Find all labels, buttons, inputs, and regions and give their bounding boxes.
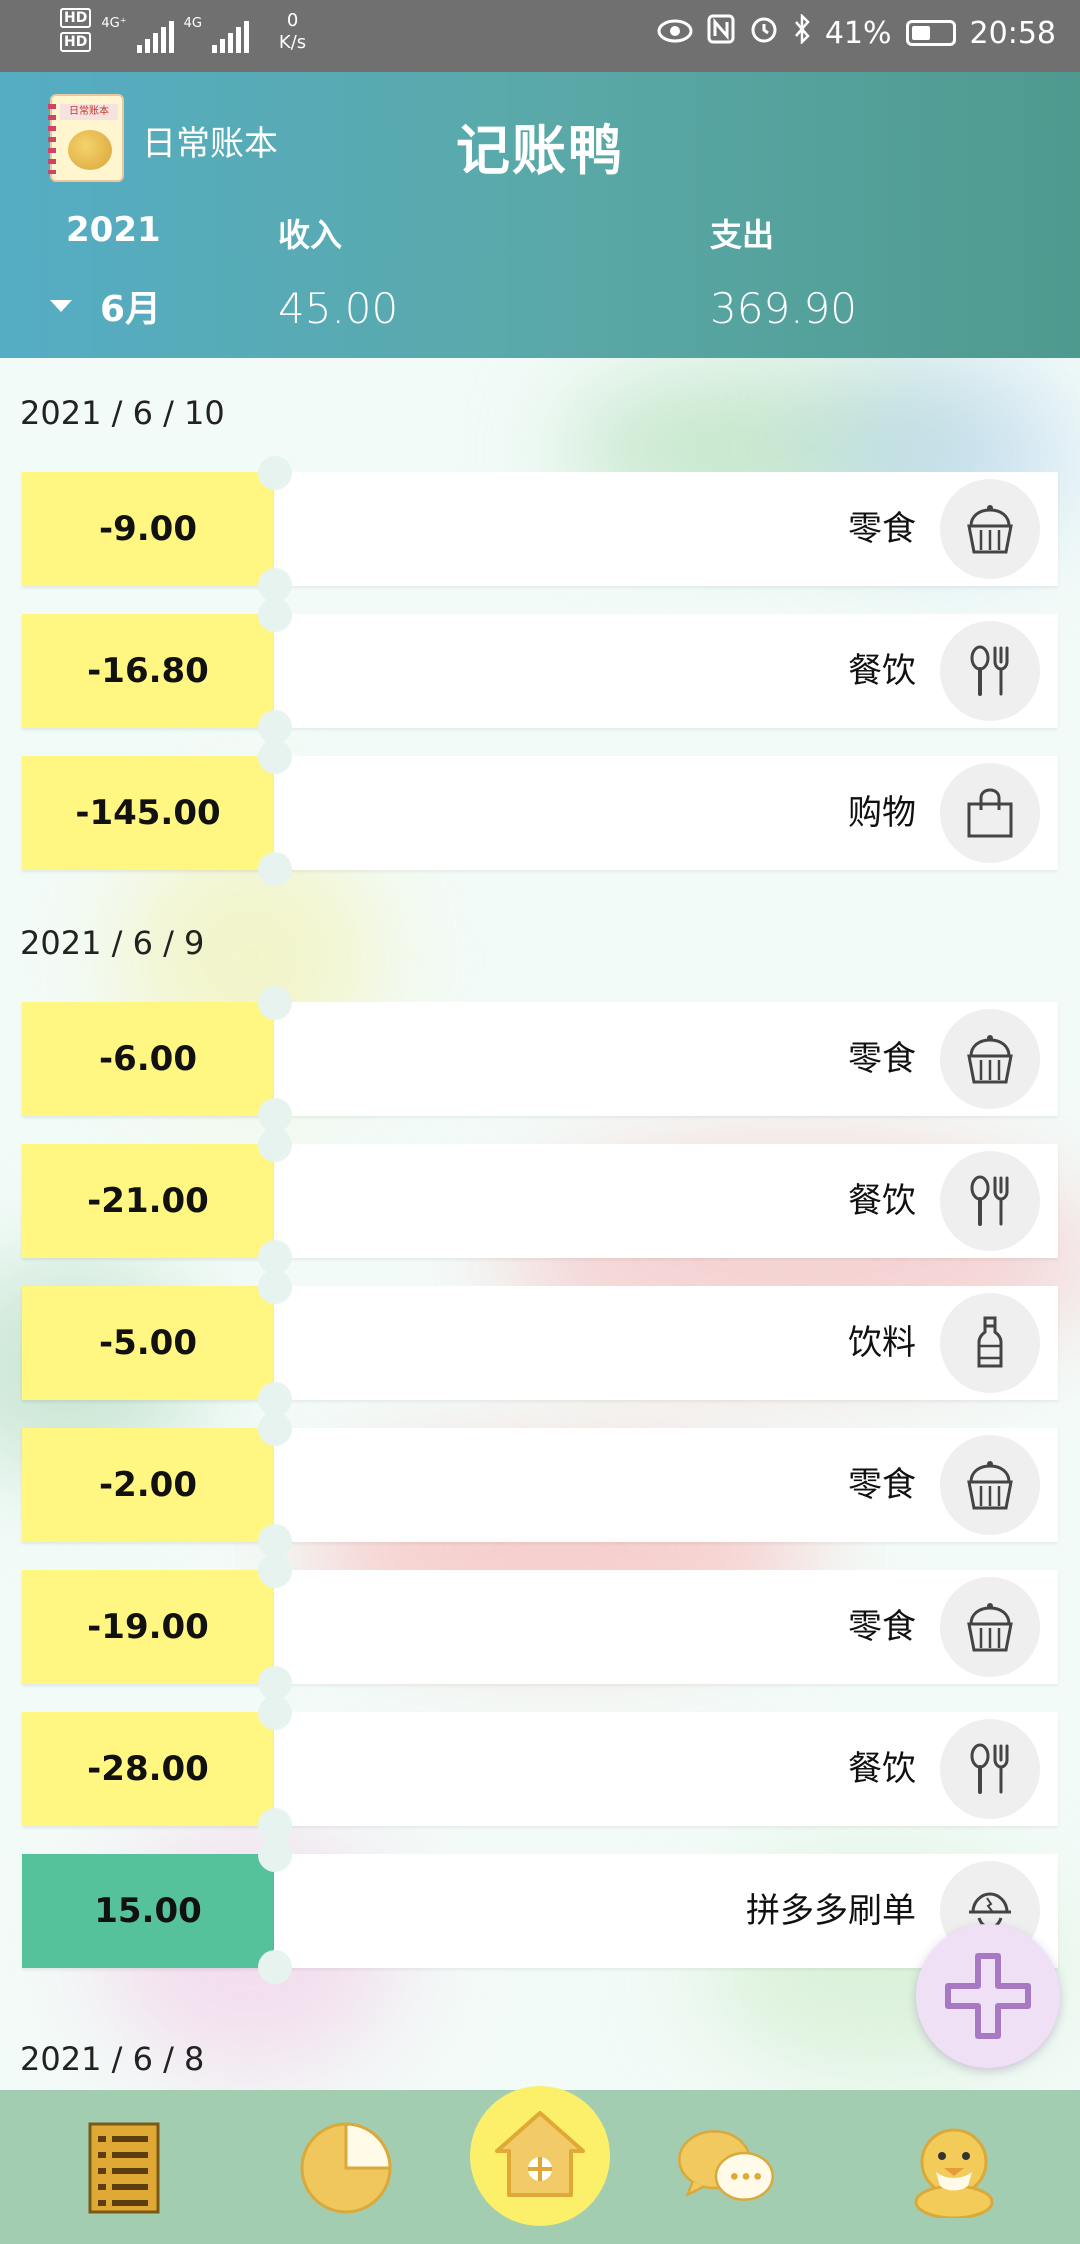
hd-voice-badge-1: HD	[60, 8, 92, 28]
month-selector[interactable]: 6月	[50, 280, 161, 332]
nav-ledger-list[interactable]	[74, 2118, 174, 2218]
network-speed-unit: K/s	[278, 32, 307, 53]
cupcake-icon	[940, 1577, 1040, 1677]
nfc-icon	[707, 14, 735, 52]
detail-cell: 餐饮	[274, 614, 1058, 728]
network-type-2: 4G	[183, 16, 202, 31]
account-name[interactable]: 日常账本	[142, 124, 278, 164]
chat-bubbles-icon	[678, 2130, 774, 2201]
app-title: 记账鸭	[456, 119, 624, 182]
transaction-row[interactable]: -19.00 零食	[22, 1554, 1058, 1700]
expense-label: 支出	[710, 216, 775, 254]
app-header: 日常账本 日常账本 记账鸭 2021 6月 收入 45.00 支出 369.90	[0, 72, 1080, 358]
bluetooth-icon	[793, 12, 811, 52]
cupcake-icon	[940, 479, 1040, 579]
signal-strength-icon	[136, 19, 174, 53]
category-label: 零食	[848, 1607, 916, 1647]
detail-cell: 零食	[274, 1570, 1058, 1684]
clock-time: 20:58	[969, 15, 1056, 51]
category-label: 零食	[848, 1039, 916, 1079]
date-header: 2021 / 6 / 8	[20, 2040, 205, 2078]
eye-comfort-icon	[657, 16, 693, 51]
transaction-row[interactable]: 15.00 拼多多刷单	[22, 1838, 1058, 1984]
detail-cell: 零食	[274, 1002, 1058, 1116]
category-label: 餐饮	[848, 1749, 916, 1789]
home-icon	[495, 2111, 585, 2197]
transaction-row[interactable]: -6.00 零食	[22, 986, 1058, 1132]
transaction-row[interactable]: -145.00 购物	[22, 740, 1058, 886]
category-label: 零食	[848, 1465, 916, 1505]
spoon-fork-icon	[940, 1719, 1040, 1819]
amount-cell: -5.00	[22, 1286, 274, 1400]
ledger-list-icon	[88, 2122, 160, 2214]
year-label: 2021	[66, 210, 161, 250]
category-label: 拼多多刷单	[746, 1891, 916, 1931]
nav-statistics[interactable]	[296, 2118, 396, 2218]
network-type-1: 4G⁺	[101, 16, 127, 31]
amount-cell: -6.00	[22, 1002, 274, 1116]
category-label: 零食	[848, 509, 916, 549]
income-label: 收入	[278, 216, 343, 254]
nav-messages[interactable]	[676, 2118, 776, 2218]
detail-cell: 零食	[274, 472, 1058, 586]
nav-home[interactable]	[470, 2086, 610, 2226]
category-label: 餐饮	[848, 1181, 916, 1221]
category-label: 饮料	[848, 1323, 916, 1363]
transaction-row[interactable]: -5.00 饮料	[22, 1270, 1058, 1416]
network-speed-value: 0	[286, 10, 299, 31]
transaction-row[interactable]: -9.00 零食	[22, 456, 1058, 602]
status-bar: HD HD 4G⁺ 4G 0 K/s 41% 20:58	[0, 0, 1080, 72]
amount-cell: -16.80	[22, 614, 274, 728]
detail-cell: 餐饮	[274, 1144, 1058, 1258]
amount-cell: -2.00	[22, 1428, 274, 1542]
caret-down-icon	[50, 300, 72, 312]
detail-cell: 餐饮	[274, 1712, 1058, 1826]
alarm-icon	[749, 14, 779, 52]
amount-cell: -9.00	[22, 472, 274, 586]
hd-voice-badge-2: HD	[60, 32, 92, 52]
cupcake-icon	[940, 1435, 1040, 1535]
spoon-fork-icon	[940, 621, 1040, 721]
transaction-row[interactable]: -28.00 餐饮	[22, 1696, 1058, 1842]
battery-percent: 41%	[824, 15, 892, 51]
shopping-bag-icon	[940, 763, 1040, 863]
signal-strength-icon	[211, 19, 249, 53]
amount-cell: -28.00	[22, 1712, 274, 1826]
ledger-book-icon[interactable]: 日常账本	[48, 94, 124, 182]
detail-cell: 购物	[274, 756, 1058, 870]
transaction-row[interactable]: -2.00 零食	[22, 1412, 1058, 1558]
category-label: 购物	[848, 793, 916, 833]
transaction-row[interactable]: -21.00 餐饮	[22, 1128, 1058, 1274]
amount-cell: -19.00	[22, 1570, 274, 1684]
network-speed: 0 K/s	[279, 10, 306, 54]
spoon-fork-icon	[940, 1151, 1040, 1251]
amount-cell: 15.00	[22, 1854, 274, 1968]
income-total: 45.00	[278, 284, 399, 333]
category-label: 餐饮	[848, 651, 916, 691]
bottle-icon	[940, 1293, 1040, 1393]
plus-icon	[945, 1953, 1031, 2039]
amount-cell: -21.00	[22, 1144, 274, 1258]
date-header: 2021 / 6 / 9	[20, 924, 205, 962]
transaction-list[interactable]: 2021 / 6 / 10 -9.00 零食 -16.80 餐饮 -145.00…	[0, 358, 1080, 2090]
battery-icon	[905, 20, 956, 46]
nav-profile[interactable]	[904, 2118, 1004, 2218]
pie-chart-icon	[300, 2122, 392, 2214]
duck-profile-icon	[914, 2128, 994, 2218]
expense-total: 369.90	[710, 284, 857, 333]
bottom-navigation	[0, 2086, 1080, 2244]
ledger-book-cover-label: 日常账本	[60, 104, 118, 120]
add-record-button[interactable]	[916, 1924, 1060, 2068]
date-header: 2021 / 6 / 10	[20, 394, 225, 432]
transaction-row[interactable]: -16.80 餐饮	[22, 598, 1058, 744]
amount-cell: -145.00	[22, 756, 274, 870]
month-label: 6月	[100, 289, 162, 330]
detail-cell: 饮料	[274, 1286, 1058, 1400]
cupcake-icon	[940, 1009, 1040, 1109]
detail-cell: 零食	[274, 1428, 1058, 1542]
